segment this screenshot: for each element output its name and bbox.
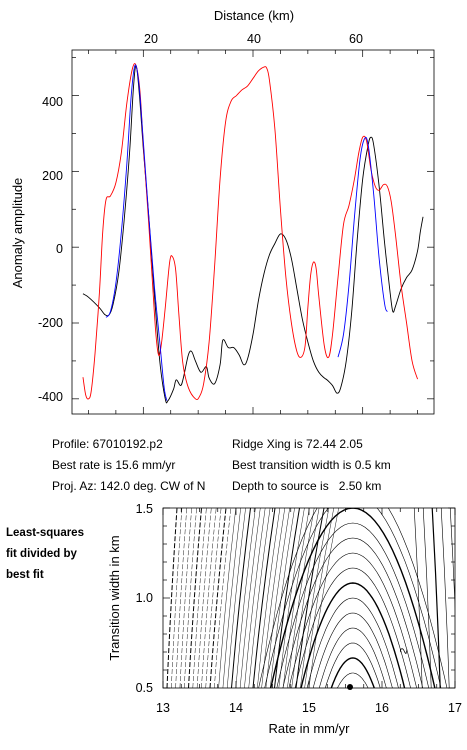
profile-text: Profile: 67010192.p2 — [52, 437, 163, 451]
contour-line — [308, 508, 339, 688]
caption-line: best fit — [6, 569, 44, 581]
top-y-tick-label: -200 — [38, 316, 63, 330]
contour-line — [276, 522, 430, 688]
best-rate-text: Best rate is 15.6 mm/yr — [52, 458, 176, 472]
observed-anomaly-line — [82, 65, 424, 404]
bottom-x-tick-label: 17 — [448, 701, 462, 715]
bottom-y-axis-label: Transition width in km — [107, 535, 122, 660]
best-fit-point — [347, 684, 353, 690]
contour-line — [226, 508, 246, 688]
bottom-x-tick-label: 14 — [229, 701, 243, 715]
contour-line — [282, 508, 310, 688]
contour-line — [312, 612, 393, 688]
caption-line: fit divided by — [6, 548, 77, 560]
contour-line — [248, 508, 271, 688]
contour-line — [431, 508, 441, 688]
fit-segment-line — [105, 64, 168, 401]
top-axis-ticks — [72, 50, 434, 414]
contour-line — [252, 508, 276, 688]
contour-line — [244, 508, 266, 688]
contour-line — [239, 508, 261, 688]
contour-line — [306, 597, 399, 688]
contour-line — [166, 508, 178, 688]
contour-line — [183, 508, 197, 688]
best-transition-text: Best transition width is 0.5 km — [232, 458, 391, 472]
contour-line — [222, 508, 241, 688]
bottom-y-tick-label: 1.0 — [136, 591, 153, 605]
bottom-x-tick-label: 13 — [156, 701, 170, 715]
contour-value-label: 2 — [398, 647, 410, 656]
misfit-contour-chart: 2 13 14 15 16 17 1.5 1.0 0.5 Rate in mm/… — [107, 502, 462, 736]
contour-line — [171, 508, 183, 688]
top-x-tick-label: 20 — [144, 32, 158, 46]
top-x-tick-label: 60 — [349, 32, 363, 46]
contour-line — [188, 508, 202, 688]
contour-line — [175, 508, 188, 688]
bottom-y-tick-label: 0.5 — [136, 681, 153, 695]
contour-line — [300, 508, 330, 688]
contour-line — [270, 508, 436, 688]
contour-line — [192, 508, 207, 688]
contour-line — [330, 657, 375, 688]
top-series-group — [82, 63, 424, 404]
contour-line — [324, 642, 381, 688]
contour-line — [304, 508, 335, 688]
contour-line — [257, 508, 281, 688]
contour-line — [265, 508, 290, 688]
contour-line — [209, 508, 227, 688]
contour-lines — [166, 508, 455, 688]
contour-line — [218, 508, 237, 688]
depth-to-source-text: Depth to source is 2.50 km — [232, 479, 382, 493]
projection-azimuth-text: Proj. Az: 142.0 deg. CW of N — [52, 479, 206, 493]
contour-line — [269, 508, 295, 688]
top-y-tick-label: 400 — [42, 95, 63, 109]
bottom-x-tick-label: 16 — [375, 701, 389, 715]
contour-line — [205, 508, 222, 688]
top-x-axis-label: Distance (km) — [214, 8, 294, 23]
top-y-tick-label: -400 — [38, 390, 63, 404]
top-x-tick-label: 40 — [247, 32, 261, 46]
contour-line — [264, 508, 442, 688]
contour-line — [258, 508, 448, 688]
contour-line — [282, 537, 424, 688]
contour-line — [278, 508, 305, 688]
contour-line — [287, 508, 315, 688]
contour-line — [440, 508, 450, 688]
top-y-tick-label: 200 — [42, 169, 63, 183]
contour-line — [294, 567, 411, 688]
contour-line — [274, 508, 300, 688]
fit-segment-line — [337, 136, 388, 358]
bottom-axis-ticks — [162, 507, 456, 689]
contour-line — [288, 552, 417, 688]
contour-line — [235, 508, 256, 688]
contour-line-group — [166, 508, 455, 688]
bottom-x-axis-label: Rate in mm/yr — [269, 721, 351, 736]
top-y-tick-label: 0 — [56, 242, 63, 256]
contour-caption: Least-squares fit divided by best fit — [6, 523, 106, 586]
ridge-crossing-text: Ridge Xing is 72.44 2.05 — [232, 437, 363, 451]
contour-line — [422, 508, 432, 688]
bottom-y-tick-label: 1.5 — [136, 502, 153, 516]
contour-line — [295, 508, 325, 688]
contour-line — [196, 508, 212, 688]
contour-line — [179, 508, 192, 688]
contour-line — [318, 627, 387, 688]
caption-line: Least-squares — [6, 527, 84, 539]
contour-line — [231, 508, 251, 688]
contour-line — [201, 508, 217, 688]
anomaly-chart: Distance (km) Anomaly amplitude 20 40 60… — [10, 8, 435, 415]
contour-line — [300, 582, 406, 688]
top-y-axis-label: Anomaly amplitude — [10, 178, 25, 289]
contour-line — [413, 508, 423, 688]
bottom-x-tick-label: 15 — [302, 701, 316, 715]
contour-line — [291, 508, 320, 688]
contour-line — [337, 672, 369, 688]
contour-line — [214, 508, 232, 688]
contour-line — [261, 508, 286, 688]
